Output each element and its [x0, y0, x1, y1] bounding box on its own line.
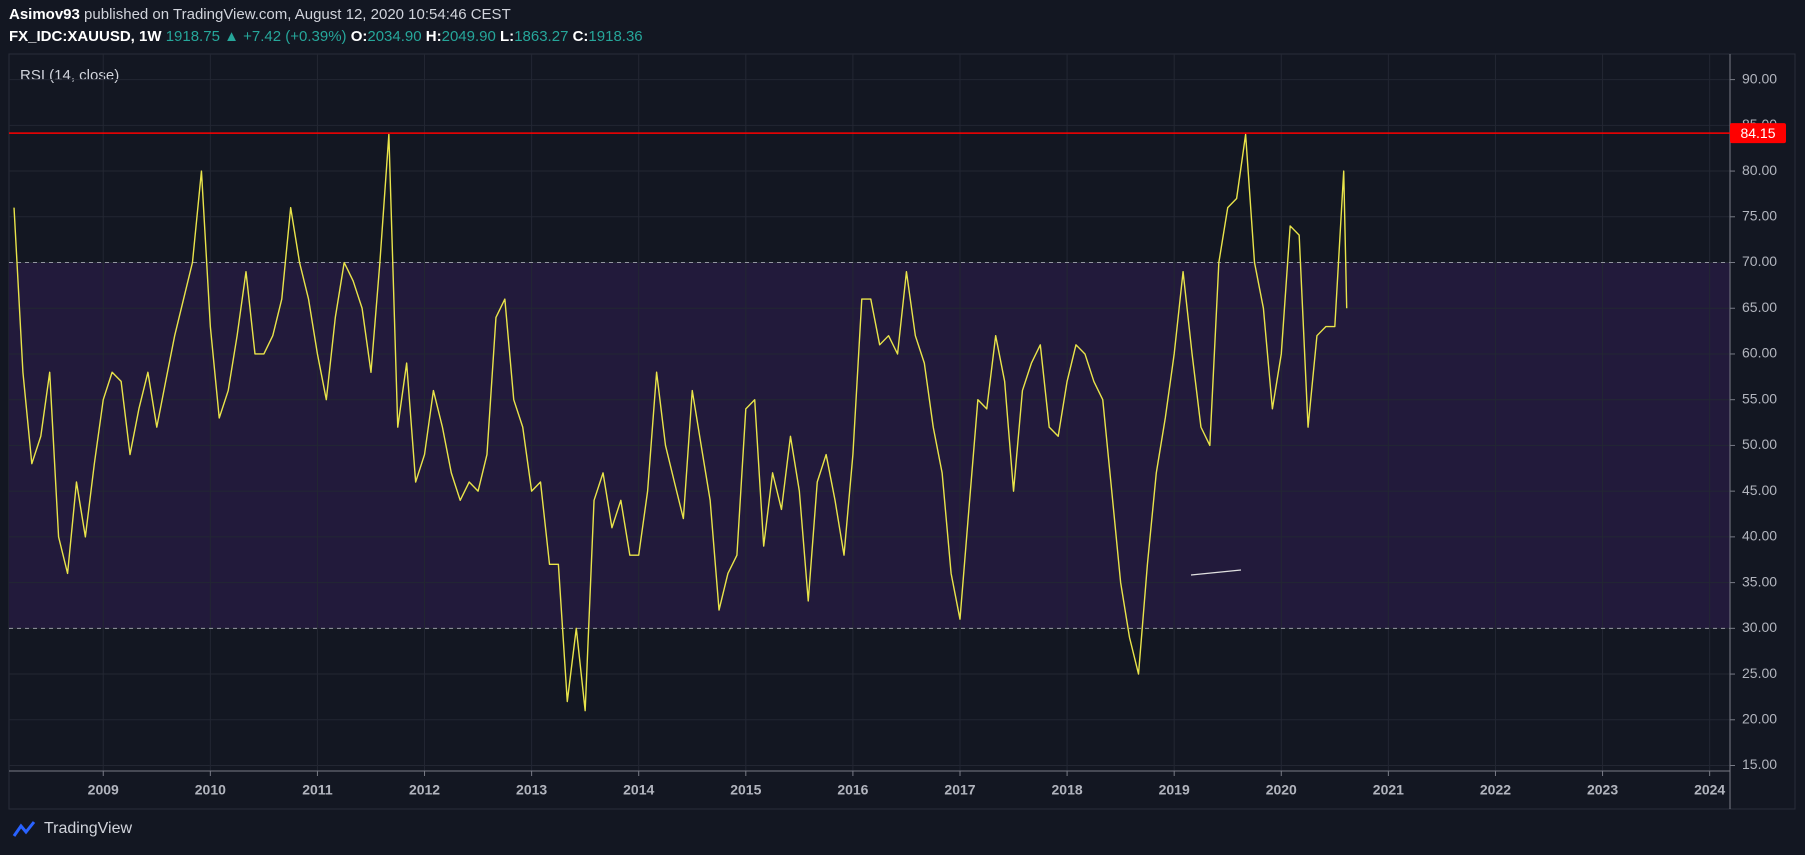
y-tick-label: 20.00 — [1742, 710, 1777, 726]
x-tick-label: 2016 — [837, 782, 868, 798]
indicator-label: RSI (14, close) — [20, 67, 119, 84]
published: published on TradingView.com, August 12,… — [84, 6, 511, 23]
x-tick-label: 2013 — [516, 782, 547, 798]
y-tick-label: 25.00 — [1742, 665, 1777, 681]
brand: TradingView — [44, 820, 133, 837]
trendline — [1190, 569, 1242, 576]
y-tick-label: 15.00 — [1742, 756, 1777, 772]
ohlc-label: L: — [500, 28, 515, 45]
x-tick-label: 2020 — [1266, 782, 1297, 798]
x-tick-label: 2018 — [1052, 782, 1083, 798]
symbol-line: FX_IDC:XAUUSD, 1W 1918.75 ▲ +7.42 (+0.39… — [9, 26, 643, 48]
ohlc-value: 1863.27 — [514, 28, 569, 45]
price-label: 84.15 — [1740, 125, 1775, 141]
ohlc-value: 2049.90 — [441, 28, 496, 45]
y-tick-label: 30.00 — [1742, 619, 1777, 635]
y-tick-label: 60.00 — [1742, 345, 1777, 361]
x-tick-label: 2015 — [730, 782, 761, 798]
y-tick-label: 50.00 — [1742, 436, 1777, 452]
x-tick-label: 2017 — [944, 782, 975, 798]
ohlc-label: H: — [425, 28, 442, 45]
y-tick-label: 65.00 — [1742, 299, 1777, 315]
publish-line: Asimov93 published on TradingView.com, A… — [9, 4, 643, 26]
ohlc-label: O: — [350, 28, 368, 45]
y-tick-label: 55.00 — [1742, 390, 1777, 406]
x-tick-label: 2009 — [88, 782, 119, 798]
ohlc-label: C: — [572, 28, 589, 45]
header: Asimov93 published on TradingView.com, A… — [9, 4, 643, 48]
x-tick-label: 2019 — [1159, 782, 1190, 798]
x-tick-label: 2022 — [1480, 782, 1511, 798]
y-tick-label: 90.00 — [1742, 70, 1777, 86]
x-tick-label: 2010 — [195, 782, 226, 798]
x-tick-label: 2012 — [409, 782, 440, 798]
arrow: ▲ — [224, 28, 239, 45]
price-label-box — [1730, 123, 1786, 144]
rsi-line — [13, 133, 1348, 712]
y-tick-label: 70.00 — [1742, 253, 1777, 269]
publisher: Asimov93 — [9, 6, 80, 23]
x-tick-label: 2011 — [302, 782, 333, 798]
x-tick-label: 2024 — [1694, 782, 1725, 798]
ohlc: O:2034.90 H:2049.90 L:1863.27 C:1918.36 — [351, 28, 643, 45]
symbol: FX_IDC:XAUUSD, 1W — [9, 28, 162, 45]
ohlc-value: 1918.36 — [588, 28, 643, 45]
y-tick-label: 45.00 — [1742, 482, 1777, 498]
x-tick-label: 2023 — [1587, 782, 1618, 798]
y-tick-label: 75.00 — [1742, 207, 1777, 223]
y-tick-label: 80.00 — [1742, 162, 1777, 178]
logo — [12, 821, 36, 837]
footer: TradingView — [12, 820, 132, 838]
x-tick-label: 2021 — [1373, 782, 1404, 798]
y-tick-label: 40.00 — [1742, 528, 1777, 544]
y-tick-label: 35.00 — [1742, 573, 1777, 589]
x-tick-label: 2014 — [623, 782, 654, 798]
ohlc-value: 2034.90 — [367, 28, 422, 45]
change: +7.42 (+0.39%) — [243, 28, 347, 45]
last-price: 1918.75 — [165, 28, 220, 45]
